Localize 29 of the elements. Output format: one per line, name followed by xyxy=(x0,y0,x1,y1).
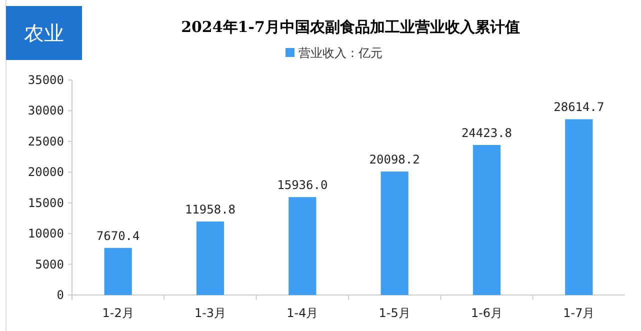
bar xyxy=(565,119,593,295)
data-label: 11958.8 xyxy=(184,202,236,217)
x-tick-label: 1-5月 xyxy=(378,306,410,320)
data-label: 28614.7 xyxy=(554,100,604,114)
x-tick-label: 1-6月 xyxy=(470,306,503,320)
y-tick-label: 5000 xyxy=(35,257,64,272)
data-label: 15936.0 xyxy=(277,178,328,192)
y-tick-label: 10000 xyxy=(28,226,64,241)
bar xyxy=(196,222,224,295)
y-tick-label: 0 xyxy=(56,288,64,302)
data-label: 20098.2 xyxy=(369,152,420,167)
x-tick-label: 1-7月 xyxy=(563,306,595,320)
y-tick-label: 20000 xyxy=(28,165,64,180)
y-tick-label: 25000 xyxy=(28,134,64,148)
y-tick-label: 15000 xyxy=(28,196,64,210)
legend-label: 营业收入：亿元 xyxy=(298,46,382,60)
x-tick-label: 1-2月 xyxy=(102,306,134,320)
y-tick-label: 35000 xyxy=(28,73,64,87)
data-label: 24423.8 xyxy=(461,126,512,140)
x-tick-label: 1-3月 xyxy=(194,306,226,320)
bar xyxy=(380,172,408,295)
text: 农业 xyxy=(24,21,64,45)
bar xyxy=(288,197,316,295)
bar xyxy=(472,144,501,295)
data-label: 7670.4 xyxy=(96,228,140,243)
bar xyxy=(104,248,132,295)
x-tick-label: 1-4月 xyxy=(286,306,318,320)
y-tick-label: 30000 xyxy=(28,104,64,118)
chart-title: 2024年1-7月中国农副食品加工业营业收入累计值 xyxy=(181,18,520,36)
